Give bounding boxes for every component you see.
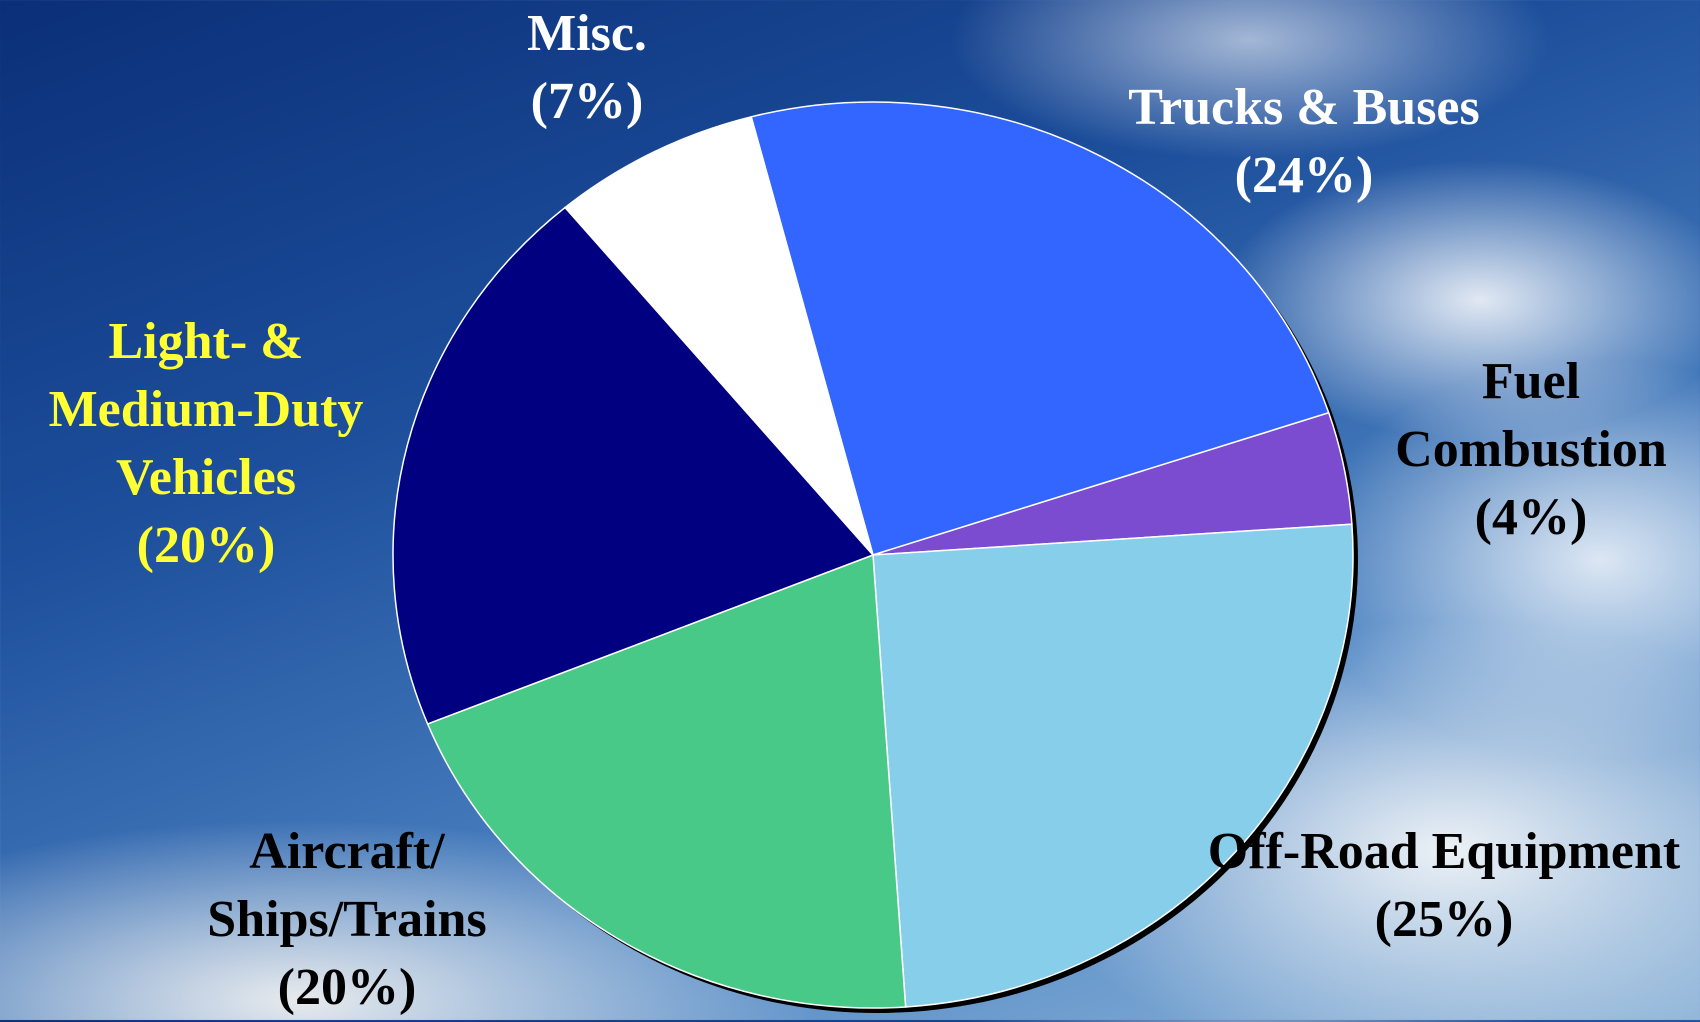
value-label: (24%) <box>1044 142 1564 210</box>
slice-label: Misc. (7%) <box>437 0 737 136</box>
category-label: Fuel Combustion <box>1395 353 1667 478</box>
category-label: Off-Road Equipment <box>1208 823 1680 880</box>
slice-label: Fuel Combustion(4%) <box>1366 348 1696 552</box>
slice-label: Off-Road Equipment (25%) <box>1204 818 1684 954</box>
category-label: Trucks & Buses <box>1128 79 1480 136</box>
value-label: (7%) <box>437 68 737 136</box>
category-label: Misc. <box>527 5 647 62</box>
value-label: (25%) <box>1375 891 1514 948</box>
value-label: (20%) <box>6 512 406 580</box>
slice-label: Light- & Medium-Duty Vehicles(20%) <box>6 308 406 580</box>
category-label: Light- & Medium-Duty Vehicles <box>49 313 364 506</box>
value-label: (20%) <box>175 954 520 1022</box>
slice-label: Aircraft/ Ships/Trains(20%) <box>175 818 520 1022</box>
slice-label: Trucks & Buses (24%) <box>1044 74 1564 210</box>
slide: Trucks & Buses(24%) Fuel Combustion(4%) … <box>0 0 1700 1020</box>
value-label: (4%) <box>1366 484 1696 552</box>
category-label: Aircraft/ Ships/Trains <box>207 823 486 948</box>
